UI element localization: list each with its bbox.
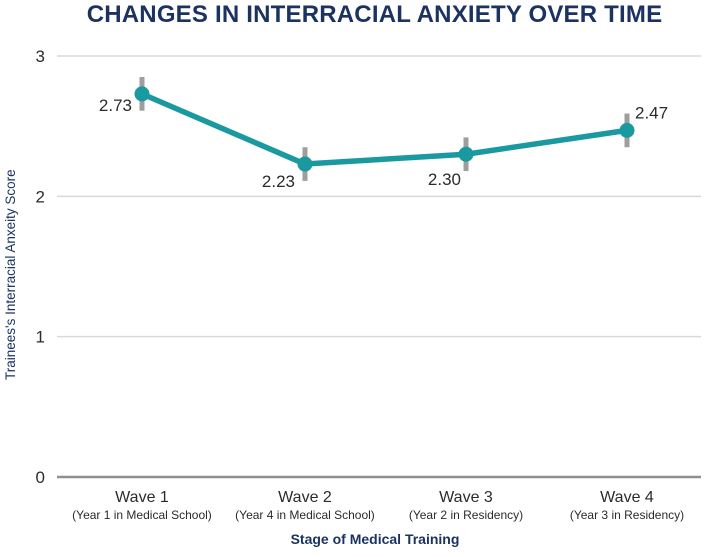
y-tick-label: 0 (36, 468, 45, 487)
y-tick-label: 3 (36, 47, 45, 66)
point-label: 2.23 (262, 172, 295, 191)
x-tick-label: Wave 1 (115, 489, 169, 506)
y-tick-label: 1 (36, 328, 45, 347)
y-tick-label: 2 (36, 187, 45, 206)
x-tick-sublabel: (Year 2 in Residency) (409, 508, 523, 522)
point-label: 2.73 (99, 96, 132, 115)
x-tick-label: Wave 2 (278, 489, 332, 506)
point-label: 2.30 (428, 170, 461, 189)
series-line (139, 91, 630, 167)
data-point (458, 146, 474, 162)
x-tick-sublabel: (Year 1 in Medical School) (72, 508, 212, 522)
data-point (134, 86, 150, 102)
point-label: 2.47 (635, 103, 668, 122)
chart-title: CHANGES IN INTERRACIAL ANXIETY OVER TIME (86, 1, 663, 28)
x-tick-sublabel: (Year 4 in Medical School) (235, 508, 375, 522)
x-tick-sublabel: (Year 3 in Residency) (570, 508, 684, 522)
x-axis-title: Stage of Medical Training (290, 531, 460, 547)
data-point (619, 122, 635, 138)
data-point (297, 156, 313, 172)
x-tick-label: Wave 3 (439, 489, 493, 506)
x-tick-label: Wave 4 (600, 489, 654, 506)
